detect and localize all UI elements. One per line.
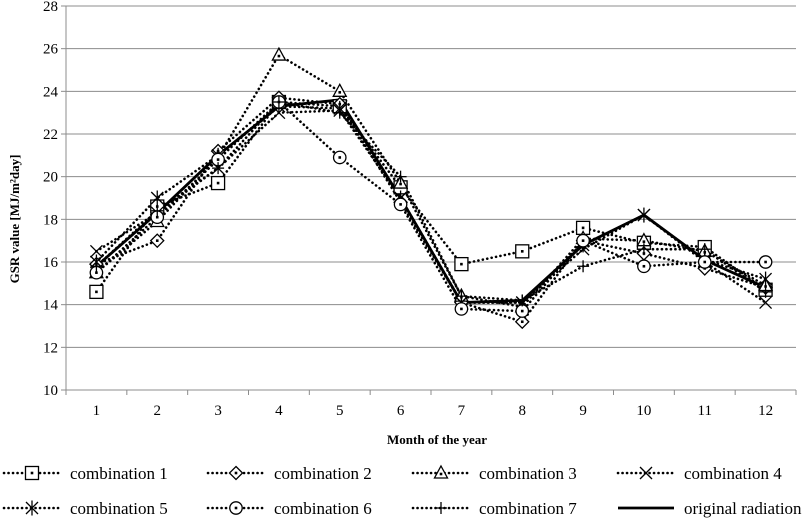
legend-marker-combination-2 [228, 465, 244, 481]
data-point-combination-4 [759, 296, 773, 309]
data-point-combination-7 [577, 260, 590, 273]
data-point-combination-6 [393, 197, 408, 212]
data-point-combination-7 [698, 243, 711, 256]
x-tick-labels: 1 2 3 4 5 6 7 8 9 10 11 12 [93, 403, 773, 419]
data-point-combination-5 [637, 207, 651, 223]
x-tick-label: 6 [397, 403, 405, 419]
x-tick-label: 3 [214, 403, 222, 419]
data-point-combination-6 [697, 255, 712, 269]
data-point-combination-7 [394, 170, 407, 183]
y-tick-label: 18 [43, 212, 58, 228]
y-tick-label: 22 [43, 127, 58, 143]
data-point-combination-6 [576, 233, 590, 248]
legend-item-combination-4: combination 4 [616, 464, 782, 483]
legend-marker-combination-1 [24, 465, 40, 481]
data-point-combination-2 [514, 314, 530, 330]
data-point-combination-7 [333, 106, 346, 119]
x-tick-label: 5 [336, 403, 344, 419]
data-point-combination-6 [515, 304, 530, 318]
legend-label: combination 5 [70, 499, 168, 518]
data-point-combination-7 [151, 204, 164, 217]
data-point-combination-1 [515, 244, 530, 259]
legend-label: combination 4 [684, 464, 782, 483]
x-tick-label: 2 [154, 403, 162, 419]
y-tick-label: 16 [43, 255, 59, 271]
legend-item-combination-1: combination 1 [2, 464, 168, 483]
y-tick-label: 28 [43, 0, 58, 15]
legend-item-combination-2: combination 2 [206, 464, 372, 483]
y-tick-label: 10 [43, 383, 58, 399]
data-point-combination-5 [759, 271, 773, 287]
gridlines [66, 5, 796, 348]
x-tick-label: 12 [758, 403, 773, 419]
x-tick-label: 8 [519, 403, 527, 419]
legend-marker-combination-4 [639, 466, 653, 480]
series-line-combination-2 [95, 96, 767, 324]
legend-label: combination 6 [274, 499, 372, 518]
series-line-combination-7 [95, 100, 767, 302]
legend-label: combination 7 [479, 499, 577, 518]
data-point-combination-4 [89, 244, 103, 258]
x-tick-label: 1 [93, 403, 101, 419]
data-point-combination-6 [454, 302, 469, 316]
data-point-combination-3 [332, 82, 348, 97]
legend-label: combination 2 [274, 464, 372, 483]
legend-label: combination 1 [70, 464, 168, 483]
x-tick-label: 4 [275, 403, 283, 419]
series-line-combination-6 [95, 100, 767, 313]
data-point-combination-1 [454, 256, 469, 272]
series-line-combination-4 [95, 109, 767, 304]
data-point-combination-1 [89, 284, 104, 300]
legend-marker-combination-6 [229, 501, 243, 515]
series-line-original-radiation [95, 98, 767, 304]
y-tick-labels: 10 12 14 16 18 20 22 24 26 28 [43, 0, 59, 399]
y-tick-label: 24 [43, 84, 59, 100]
legend-marker-combination-5 [25, 500, 39, 516]
x-tick-label: 11 [698, 403, 712, 419]
legend-marker-combination-3 [433, 464, 449, 479]
y-tick-label: 14 [43, 298, 59, 314]
data-point-combination-7 [272, 96, 285, 108]
legend-item-combination-3: combination 3 [411, 464, 577, 483]
data-point-combination-5 [150, 190, 164, 206]
data-point-combination-6 [758, 255, 773, 269]
series-lines [95, 53, 767, 324]
data-point-combination-3 [271, 46, 287, 61]
data-point-combination-6 [150, 210, 165, 225]
y-tick-label: 12 [43, 340, 58, 356]
data-point-combination-7 [637, 243, 650, 256]
data-point-combination-7 [759, 285, 772, 298]
axes [61, 5, 797, 395]
legend-item-combination-5: combination 5 [2, 499, 168, 518]
y-tick-label: 20 [43, 170, 58, 186]
data-point-combination-2 [149, 233, 165, 249]
series-line-combination-1 [95, 100, 767, 294]
data-point-combination-7 [212, 162, 225, 175]
series-line-combination-5 [95, 104, 767, 304]
x-tick-label: 7 [458, 403, 466, 419]
data-point-combination-6 [332, 150, 347, 165]
data-point-combination-7 [455, 290, 468, 303]
legend-label: original radiation [684, 499, 802, 518]
data-point-combination-7 [516, 294, 529, 307]
legend: combination 1 combination 2 combination 3 c… [2, 464, 802, 518]
legend-marker-combination-7 [435, 502, 447, 514]
legend-item-combination-7: combination 7 [411, 499, 577, 518]
x-tick-label: 9 [579, 403, 587, 419]
x-axis-title: Month of the year [387, 432, 487, 447]
data-point-combination-7 [90, 260, 103, 273]
legend-item-combination-6: combination 6 [206, 499, 372, 518]
y-tick-label: 26 [43, 42, 59, 58]
y-axis-title: GSR value [MJ/m²day] [7, 155, 22, 284]
x-tick-label: 10 [636, 403, 651, 419]
series-markers [88, 46, 774, 330]
data-point-combination-6 [637, 259, 651, 274]
legend-label: combination 3 [479, 464, 577, 483]
legend-item-original-radiation: original radiation [618, 499, 802, 518]
data-point-combination-1 [210, 175, 226, 191]
